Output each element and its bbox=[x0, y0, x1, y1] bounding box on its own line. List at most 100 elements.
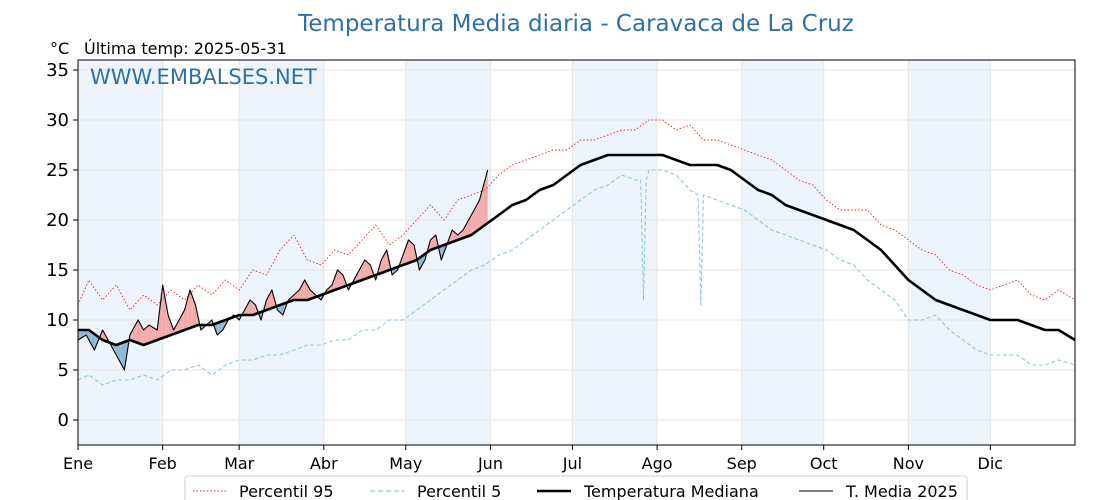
below-median-fill bbox=[224, 320, 226, 328]
above-median-fill bbox=[474, 207, 476, 233]
above-median-fill bbox=[337, 270, 339, 289]
above-median-fill bbox=[367, 262, 369, 278]
x-tick-label: Jul bbox=[562, 454, 582, 473]
below-median-fill bbox=[117, 344, 119, 360]
above-median-fill bbox=[244, 307, 246, 315]
above-median-fill bbox=[139, 322, 141, 344]
above-median-fill bbox=[412, 243, 414, 262]
below-median-fill bbox=[116, 344, 118, 358]
month-band bbox=[78, 60, 163, 445]
above-median-fill bbox=[401, 255, 404, 266]
above-median-fill bbox=[151, 326, 154, 342]
above-median-fill bbox=[311, 291, 313, 299]
y-tick-label: 15 bbox=[46, 260, 69, 281]
above-median-fill bbox=[407, 240, 409, 264]
above-median-fill bbox=[138, 320, 140, 344]
x-tick-label: Abr bbox=[310, 454, 338, 473]
above-median-fill bbox=[461, 230, 464, 239]
above-median-fill bbox=[379, 260, 382, 274]
above-median-fill bbox=[177, 320, 180, 333]
below-median-fill bbox=[82, 330, 84, 338]
above-median-fill bbox=[153, 327, 155, 342]
above-median-fill bbox=[189, 290, 192, 328]
above-median-fill bbox=[155, 329, 158, 341]
media2025-line bbox=[77, 169, 489, 371]
above-median-fill bbox=[383, 252, 386, 272]
above-median-fill bbox=[475, 205, 477, 232]
above-median-fill bbox=[362, 262, 364, 280]
legend-mediana: Temperatura Mediana bbox=[583, 482, 759, 500]
y-tick-label: 35 bbox=[46, 60, 69, 81]
above-median-fill bbox=[187, 295, 189, 329]
above-median-fill bbox=[355, 275, 357, 283]
watermark: WWW.EMBALSES.NET bbox=[90, 65, 317, 89]
above-median-fill bbox=[269, 292, 271, 309]
above-median-fill bbox=[179, 317, 181, 332]
above-median-fill bbox=[483, 180, 485, 226]
above-median-fill bbox=[132, 327, 134, 342]
below-median-fill bbox=[281, 304, 283, 315]
above-median-fill bbox=[405, 243, 408, 264]
y-tick-label: 10 bbox=[46, 310, 69, 331]
below-median-fill bbox=[83, 330, 85, 337]
above-median-fill bbox=[366, 261, 368, 279]
above-median-fill bbox=[409, 241, 412, 263]
below-median-fill bbox=[280, 304, 282, 314]
above-median-fill bbox=[482, 185, 484, 227]
above-median-fill bbox=[434, 235, 436, 249]
above-median-fill bbox=[476, 202, 479, 231]
x-tick-label: Sep bbox=[727, 454, 757, 473]
y-tick-label: 5 bbox=[58, 360, 69, 381]
p5-line bbox=[77, 169, 1076, 386]
x-tick-label: Ene bbox=[63, 454, 93, 473]
plot-frame bbox=[77, 59, 1076, 446]
above-median-fill bbox=[480, 190, 483, 228]
above-median-fill bbox=[472, 210, 475, 234]
legend-media2025: T. Media 2025 bbox=[845, 482, 958, 500]
above-median-fill bbox=[267, 295, 270, 310]
x-tick-label: Oct bbox=[810, 454, 838, 473]
above-median-fill bbox=[158, 307, 160, 340]
above-median-fill bbox=[301, 282, 304, 300]
x-tick-label: Ago bbox=[642, 454, 673, 473]
x-tick-label: Jun bbox=[477, 454, 503, 473]
x-tick-label: Feb bbox=[149, 454, 177, 473]
month-bands bbox=[78, 60, 991, 445]
above-median-fill bbox=[478, 200, 480, 230]
below-median-fill bbox=[90, 331, 92, 345]
above-median-fill bbox=[254, 303, 256, 315]
below-median-fill bbox=[84, 330, 87, 336]
below-median-fill bbox=[121, 342, 124, 368]
above-median-fill bbox=[454, 232, 457, 241]
below-median-fill bbox=[91, 332, 94, 348]
above-median-fill bbox=[252, 302, 255, 315]
above-median-fill bbox=[471, 212, 473, 235]
below-median-fill bbox=[94, 334, 96, 350]
above-median-fill bbox=[149, 325, 151, 343]
above-median-fill bbox=[486, 170, 488, 224]
above-median-fill bbox=[150, 325, 152, 343]
month-band bbox=[908, 60, 991, 445]
above-median-fill bbox=[296, 291, 298, 300]
above-median-fill bbox=[270, 290, 272, 309]
month-band bbox=[239, 60, 324, 445]
above-median-fill bbox=[194, 301, 196, 327]
above-median-fill bbox=[161, 285, 163, 339]
unit-label: °C bbox=[50, 39, 69, 58]
above-median-fill bbox=[430, 238, 432, 250]
above-median-fill bbox=[468, 217, 470, 236]
p95-line bbox=[77, 119, 1076, 311]
above-median-fill bbox=[307, 285, 309, 300]
above-median-fill bbox=[368, 263, 371, 278]
y-tick-label: 20 bbox=[46, 210, 69, 231]
above-median-fill bbox=[465, 222, 468, 237]
above-median-fill bbox=[308, 287, 311, 300]
above-median-fill bbox=[295, 292, 297, 300]
above-median-fill bbox=[360, 265, 363, 281]
above-median-fill bbox=[363, 260, 365, 280]
x-tick-label: Dic bbox=[978, 454, 1004, 473]
chart-title: Temperatura Media diaria - Caravaca de L… bbox=[297, 11, 854, 37]
above-median-fill bbox=[304, 280, 307, 300]
above-median-fill bbox=[303, 280, 305, 300]
